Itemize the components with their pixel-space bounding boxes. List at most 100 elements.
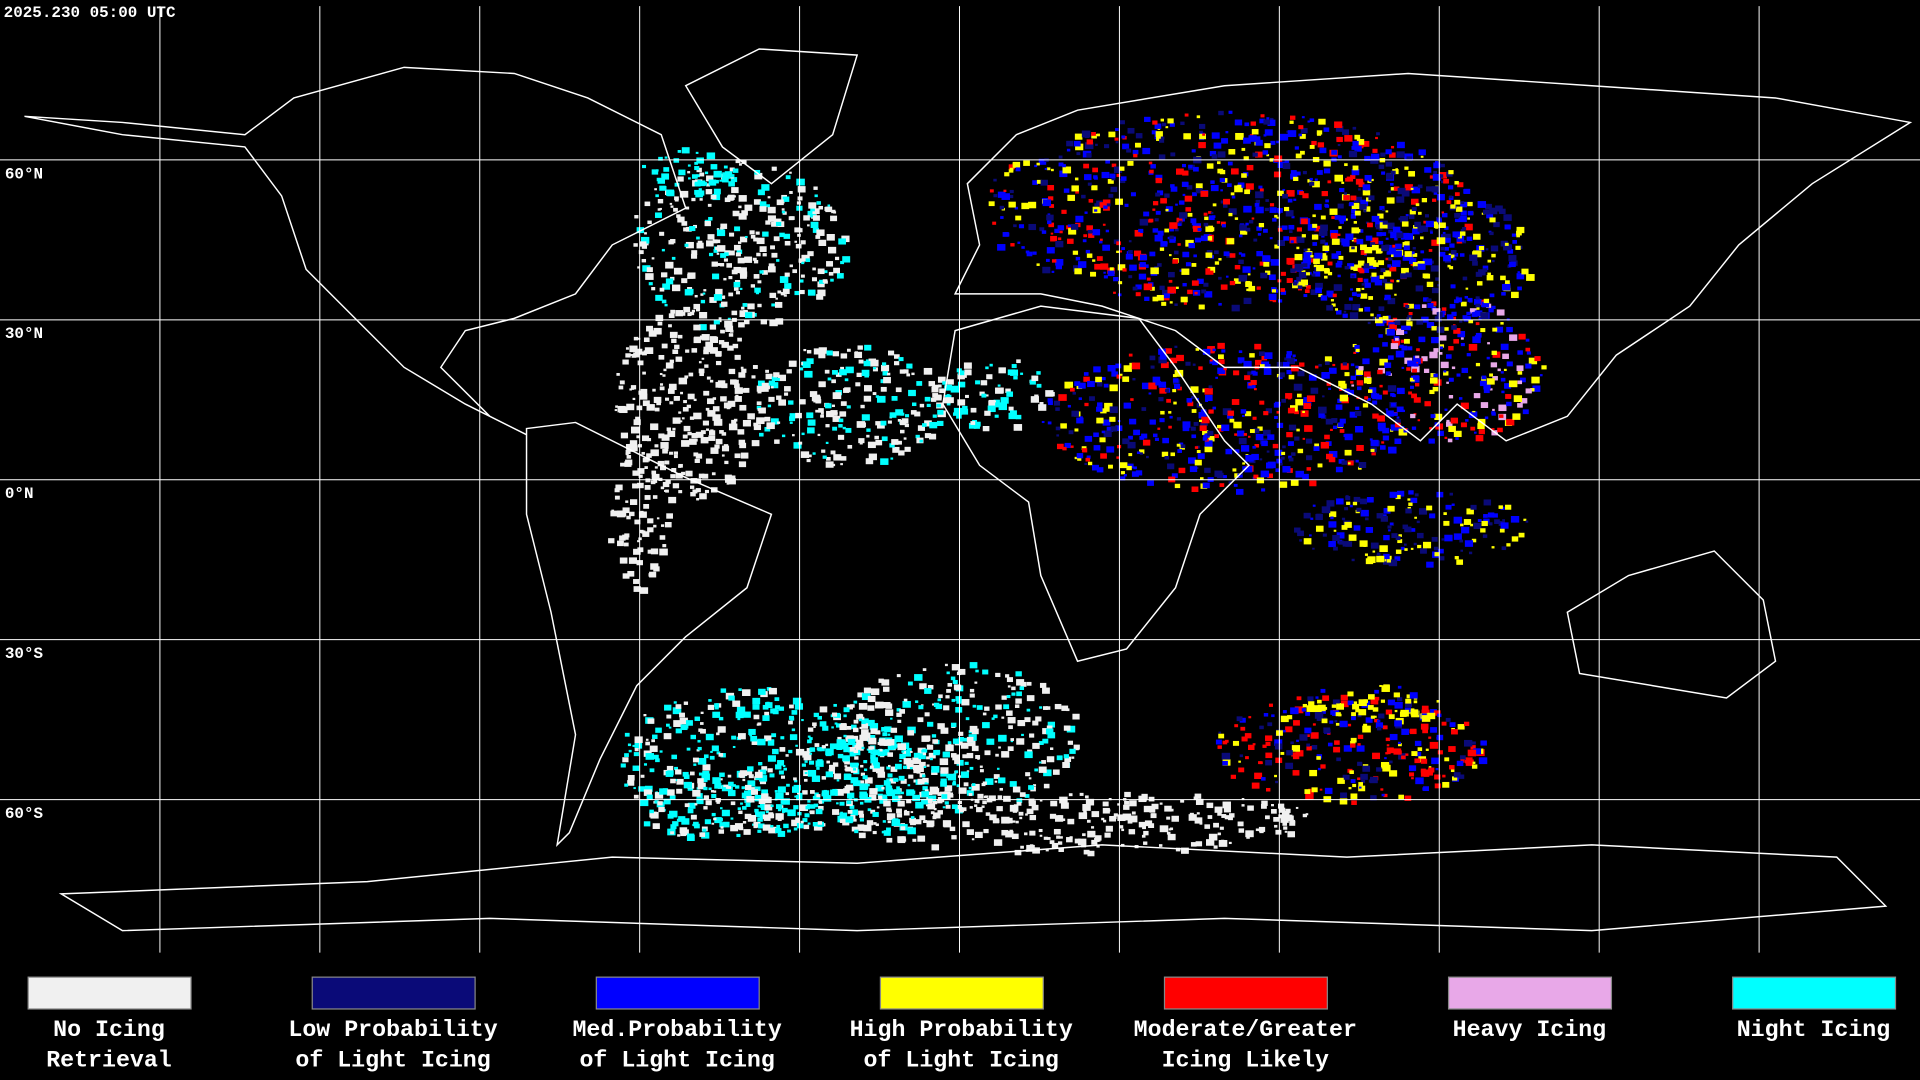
- icing-pixel: [679, 717, 688, 725]
- icing-pixel: [1337, 274, 1341, 278]
- icing-pixel: [1234, 433, 1238, 436]
- icing-pixel: [974, 804, 978, 807]
- coast-australia: [1566, 550, 1777, 699]
- icing-pixel: [1102, 419, 1111, 426]
- icing-pixel: [1061, 209, 1067, 214]
- icing-pixel: [964, 761, 969, 765]
- icing-pixel: [1470, 426, 1476, 431]
- icing-pixel: [1440, 361, 1449, 369]
- icing-pixel: [1388, 559, 1398, 567]
- icing-pixel: [1443, 371, 1449, 376]
- icing-pixel: [1199, 425, 1207, 432]
- icing-pixel: [1245, 227, 1251, 232]
- icing-pixel: [1431, 287, 1439, 294]
- icing-pixel: [1155, 380, 1162, 386]
- icing-pixel: [775, 318, 784, 325]
- icing-pixel: [826, 456, 831, 461]
- icing-pixel: [1046, 725, 1053, 731]
- icing-pixel: [1471, 312, 1478, 317]
- icing-pixel: [1324, 275, 1328, 279]
- icing-pixel: [818, 205, 823, 210]
- icing-pixel: [1169, 827, 1174, 831]
- icing-pixel: [1434, 413, 1443, 420]
- icing-pixel: [1350, 214, 1356, 219]
- icing-pixel: [782, 764, 786, 768]
- icing-pixel: [1081, 448, 1088, 453]
- icing-pixel: [1339, 798, 1348, 805]
- icing-pixel: [770, 245, 775, 250]
- icing-pixel: [1324, 356, 1332, 362]
- icing-pixel: [884, 726, 892, 733]
- icing-pixel: [1024, 717, 1031, 723]
- icing-pixel: [641, 451, 645, 455]
- icing-pixel: [654, 212, 662, 218]
- icing-pixel: [1460, 301, 1467, 307]
- icing-pixel: [911, 372, 915, 376]
- icing-pixel: [867, 695, 876, 702]
- icing-pixel: [728, 368, 736, 375]
- icing-pixel: [1386, 751, 1391, 755]
- icing-pixel: [789, 704, 794, 709]
- icing-pixel: [1460, 549, 1464, 552]
- icing-pixel: [1233, 483, 1238, 487]
- icing-pixel: [1386, 559, 1391, 563]
- icing-pixel: [1083, 372, 1089, 376]
- icing-pixel: [1205, 394, 1213, 402]
- icing-pixel: [1420, 236, 1424, 240]
- icing-pixel: [1409, 772, 1415, 777]
- icing-pixel: [637, 540, 640, 543]
- icing-pixel: [1460, 228, 1465, 232]
- icing-pixel: [1060, 802, 1069, 809]
- icing-pixel: [1362, 403, 1369, 408]
- icing-pixel: [1287, 130, 1297, 138]
- icing-pixel: [859, 726, 863, 730]
- icing-pixel: [659, 372, 663, 376]
- icing-pixel: [1359, 540, 1368, 547]
- icing-pixel: [898, 450, 905, 456]
- icing-pixel: [1386, 222, 1395, 230]
- icing-pixel: [1330, 299, 1334, 302]
- icing-pixel: [1005, 232, 1009, 235]
- icing-pixel: [1185, 207, 1192, 212]
- icing-pixel: [1448, 425, 1456, 432]
- icing-pixel: [807, 289, 816, 296]
- icing-pixel: [842, 742, 849, 748]
- icing-pixel: [1152, 376, 1161, 383]
- icing-pixel: [1197, 278, 1204, 284]
- icing-pixel: [1470, 523, 1474, 527]
- icing-pixel: [1272, 299, 1277, 303]
- icing-pixel: [951, 804, 958, 810]
- legend-label: Icing Likely: [1162, 1048, 1329, 1074]
- icing-pixel: [1322, 245, 1330, 252]
- icing-pixel: [881, 752, 886, 756]
- icing-pixel: [979, 391, 985, 396]
- icing-pixel: [1405, 698, 1412, 704]
- icing-pixel: [1503, 214, 1512, 221]
- icing-pixel: [642, 435, 650, 442]
- icing-pixel: [887, 773, 893, 778]
- icing-pixel: [1029, 844, 1034, 848]
- icing-pixel: [1149, 169, 1154, 174]
- icing-pixel: [1358, 366, 1364, 371]
- icing-pixel: [698, 368, 705, 374]
- icing-pixel: [833, 211, 837, 214]
- icing-pixel: [1091, 811, 1100, 818]
- icing-pixel: [620, 763, 626, 768]
- icing-pixel: [1226, 238, 1235, 245]
- icing-pixel: [1015, 820, 1019, 824]
- icing-pixel: [615, 484, 623, 491]
- icing-pixel: [655, 294, 663, 301]
- icing-pixel: [1378, 164, 1385, 169]
- icing-pixel: [874, 762, 880, 767]
- icing-pixel: [1500, 240, 1508, 247]
- icing-pixel: [1285, 762, 1294, 769]
- icing-pixel: [1223, 806, 1231, 813]
- icing-pixel: [657, 321, 663, 326]
- icing-pixel: [1433, 170, 1438, 174]
- icing-pixel: [1119, 120, 1125, 125]
- icing-pixel: [644, 785, 653, 792]
- icing-pixel: [1047, 732, 1056, 739]
- icing-pixel: [875, 823, 879, 827]
- icing-pixel: [1092, 259, 1096, 262]
- icing-pixel: [1149, 808, 1156, 813]
